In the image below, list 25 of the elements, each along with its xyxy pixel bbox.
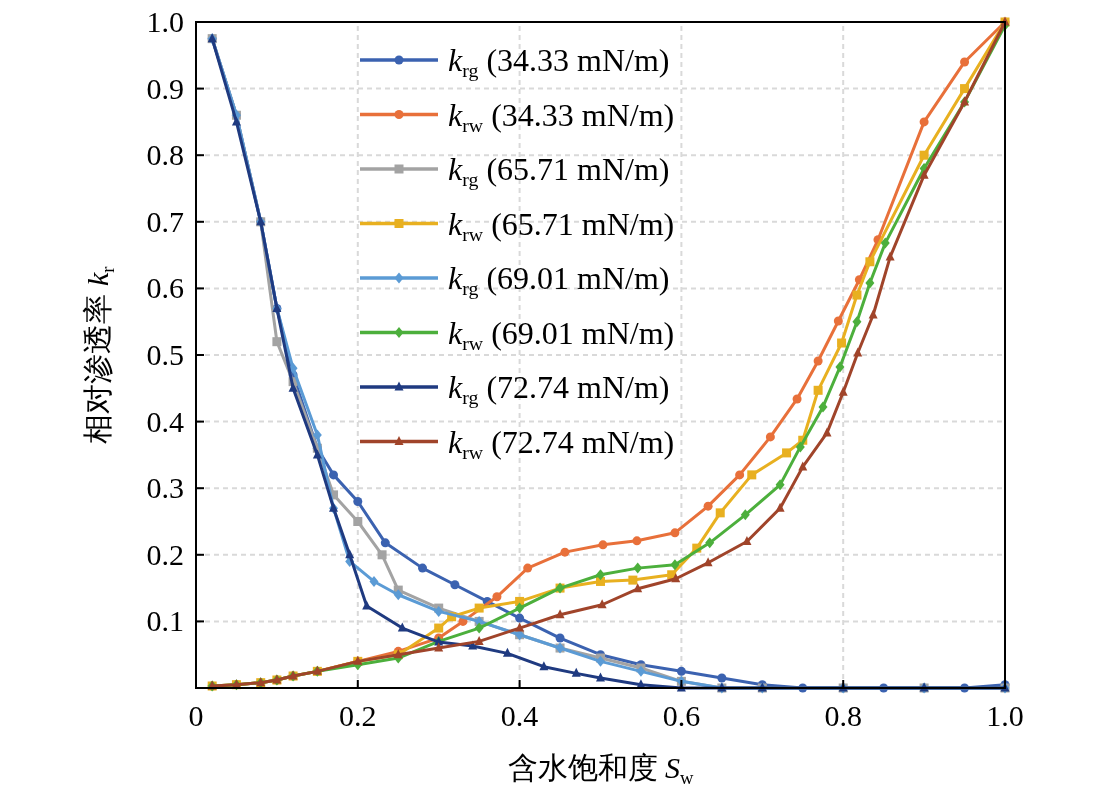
y-tick-label: 0.1 xyxy=(146,604,184,638)
legend-label: k$_{rw}$ (72.74 mN/m) xyxy=(448,423,675,463)
legend-label: k$_{rg}$ (69.01 mN/m) xyxy=(448,260,670,299)
legend-label: k$_{rw}$ (34.33 mN/m) xyxy=(448,96,675,136)
x-axis-title: 含水饱和度 S$_{w}$ xyxy=(507,751,695,788)
y-tick-label: 0.4 xyxy=(146,404,184,438)
legend-label: k$_{rg}$ (34.33 mN/m) xyxy=(448,42,670,81)
y-tick-label: 1.0 xyxy=(146,5,184,38)
y-tick-label: 0.2 xyxy=(146,537,184,571)
y-tick-label: 0.6 xyxy=(146,271,184,305)
legend-label: k$_{rg}$ (72.74 mN/m) xyxy=(448,369,670,408)
y-tick-label: 0.7 xyxy=(146,204,184,238)
x-tick-label: 0.2 xyxy=(339,699,377,732)
x-tick-label: 0.4 xyxy=(500,699,539,732)
y-tick-label: 0.8 xyxy=(146,138,184,172)
y-tick-label: 0.9 xyxy=(146,71,184,105)
x-tick-label: 0.6 xyxy=(662,699,701,732)
legend-label: k$_{rg}$ (65.71 mN/m) xyxy=(448,151,670,190)
legend-label: k$_{rw}$ (69.01 mN/m) xyxy=(448,314,675,354)
y-tick-label: 0.3 xyxy=(146,471,184,505)
legend-label: k$_{rw}$ (65.71 mN/m) xyxy=(448,205,675,245)
y-tick-label: 0.5 xyxy=(146,338,184,371)
x-tick-label: 0.8 xyxy=(824,699,862,732)
x-tick-label: 1.0 xyxy=(986,699,1024,732)
x-tick-label: 0 xyxy=(188,699,204,732)
